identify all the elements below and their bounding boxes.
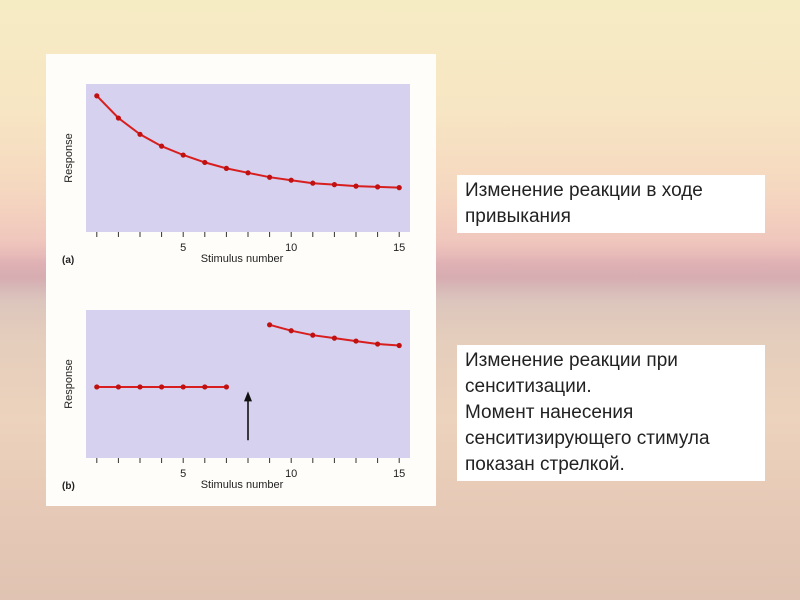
data-point [115, 384, 121, 390]
data-point [159, 384, 165, 390]
stimulus-arrow-head [244, 391, 252, 402]
caption-line: сенситизации. [465, 376, 592, 397]
data-point [137, 131, 143, 137]
data-point [288, 177, 294, 183]
data-point [396, 185, 402, 191]
caption-line: привыкания [465, 206, 571, 227]
data-point [202, 384, 208, 390]
y-axis-label: Response [63, 133, 75, 183]
caption-habituation: Изменение реакции в ходе привыкания [457, 175, 765, 233]
data-point [267, 174, 273, 180]
data-point [353, 183, 359, 189]
data-point [223, 165, 229, 171]
x-tick-label: 15 [393, 468, 405, 480]
x-axis-label: Stimulus number [201, 479, 284, 491]
chart-sensitization: 5 10 15 Stimulus number Response (b) [62, 310, 410, 492]
data-point [223, 384, 229, 390]
data-point [245, 170, 251, 176]
data-point [94, 384, 100, 390]
data-point [115, 115, 121, 121]
caption-line: показан стрелкой. [465, 454, 625, 475]
data-point [202, 159, 208, 166]
y-axis-label: Response [63, 359, 75, 409]
caption-sensitization: Изменение реакции при сенситизации. Моме… [457, 345, 765, 481]
data-point [396, 342, 402, 349]
data-point [331, 182, 337, 188]
x-tick-label: 10 [285, 468, 297, 480]
plot-area [86, 84, 410, 232]
data-point [180, 152, 186, 158]
caption-line: сенситизирующего стимула [465, 428, 710, 449]
caption-line: Момент нанесения [465, 402, 634, 423]
data-point [288, 328, 294, 334]
panel-label: (a) [62, 255, 74, 266]
data-point [375, 184, 381, 190]
data-point [267, 322, 273, 328]
data-point [310, 332, 316, 338]
chart-habituation: 5 10 15 Stimulus number Response (a) [62, 84, 410, 266]
x-tick-label: 5 [180, 242, 186, 254]
x-tick-label: 10 [285, 242, 297, 254]
data-point [159, 143, 165, 149]
data-point [331, 335, 337, 341]
data-point [310, 180, 316, 186]
x-tick-label: 15 [393, 242, 405, 254]
data-point [180, 384, 186, 390]
x-axis-label: Stimulus number [201, 253, 284, 265]
data-point [94, 93, 100, 99]
panel-label: (b) [62, 481, 75, 492]
figure-panel: 5 10 15 Stimulus number Response (a) 5 10 15 Sti… [46, 54, 436, 506]
caption-line: Изменение реакции при [465, 350, 678, 371]
x-tick-label: 5 [180, 468, 186, 480]
caption-line: Изменение реакции в ходе [465, 180, 703, 201]
data-point [137, 384, 143, 390]
data-point [375, 341, 381, 347]
data-point [353, 338, 359, 344]
